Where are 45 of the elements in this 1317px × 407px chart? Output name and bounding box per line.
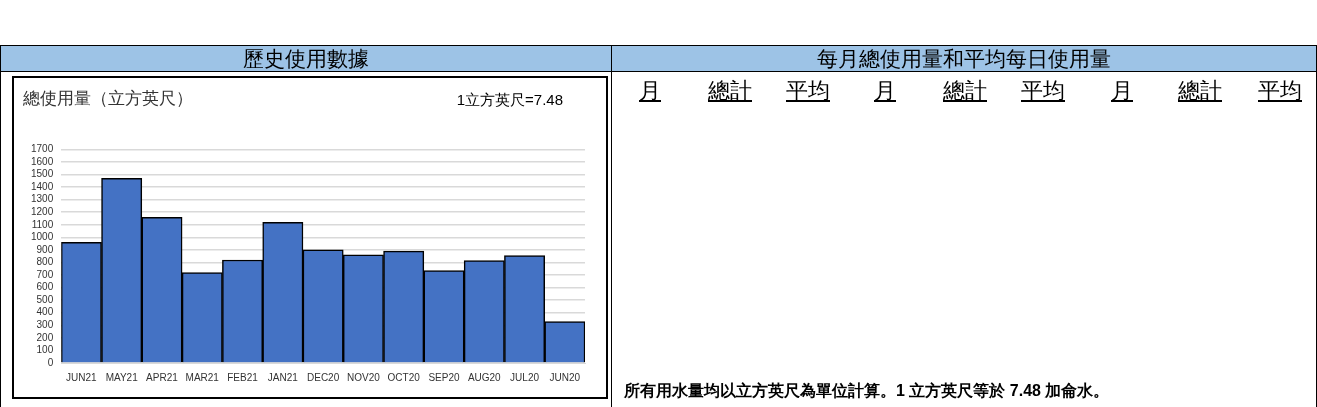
x-tick-label: DEC20 <box>307 371 340 383</box>
chart-title: 總使用量（立方英尺） <box>22 88 193 108</box>
text: 平均 <box>1021 77 1065 105</box>
x-tick-label: JUN21 <box>66 371 98 383</box>
y-tick-label: 1100 <box>31 218 54 230</box>
text: 所有用水量均以立方英尺為單位計算。1 立方英尺等於 7.48 加侖水。 <box>624 381 1110 401</box>
x-tick-label: JUL20 <box>510 371 540 383</box>
text: 平均 <box>1258 77 1302 105</box>
text: 總計 <box>1178 77 1222 105</box>
text: 月 <box>1111 77 1133 105</box>
y-tick-label: 1300 <box>31 193 54 205</box>
y-tick-label: 400 <box>36 306 54 318</box>
y-tick-label: 700 <box>36 268 54 280</box>
y-tick-label: 1200 <box>31 205 54 217</box>
x-tick-label: OCT20 <box>387 371 421 383</box>
x-tick-label: SEP20 <box>428 371 460 383</box>
y-tick-label: 0 <box>47 356 54 368</box>
x-tick-label: JUN20 <box>549 371 581 383</box>
text: 歷史使用數據 <box>0 45 612 72</box>
y-tick-label: 1400 <box>31 180 54 192</box>
text: 每月總使用量和平均每日使用量 <box>611 45 1317 72</box>
x-tick-label: NOV20 <box>347 371 381 383</box>
x-tick-label: MAR21 <box>185 371 220 383</box>
text: 總計 <box>708 77 752 105</box>
y-tick-label: 1500 <box>31 168 54 180</box>
y-tick-label: 600 <box>36 281 54 293</box>
y-tick-label: 300 <box>36 319 54 331</box>
x-tick-label: APR21 <box>146 371 179 383</box>
x-tick-label: MAY21 <box>105 371 139 383</box>
y-tick-label: 900 <box>36 243 54 255</box>
text: 1立方英尺=7.48 <box>456 91 563 109</box>
y-tick-label: 800 <box>36 256 54 268</box>
y-tick-label: 100 <box>36 344 54 356</box>
y-tick-label: 500 <box>36 293 54 305</box>
x-tick-label: AUG20 <box>467 371 502 383</box>
y-tick-label: 1000 <box>31 231 54 243</box>
text: 平均 <box>786 77 830 105</box>
text: 總計 <box>943 77 987 105</box>
x-tick-label: FEB21 <box>227 371 259 383</box>
text: 月 <box>639 77 661 105</box>
y-tick-label: 1700 <box>31 143 54 155</box>
y-tick-label: 200 <box>36 331 54 343</box>
y-tick-label: 1600 <box>31 155 54 167</box>
x-tick-label: JAN21 <box>267 371 299 383</box>
text: 月 <box>874 77 896 105</box>
